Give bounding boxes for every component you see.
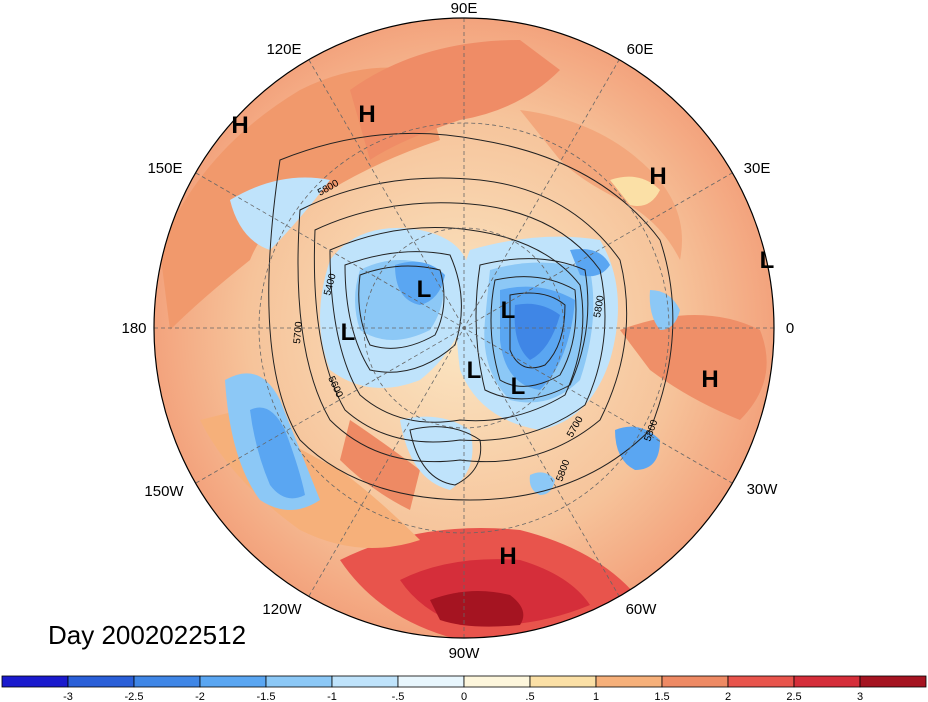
colorbar-box <box>1 675 69 688</box>
colorbar-box <box>727 675 795 688</box>
colorbar-tick-label: -.5 <box>392 691 405 702</box>
high-south-america: H <box>499 543 516 570</box>
colorbar-tick-label: 1 <box>593 691 599 702</box>
graticule <box>154 18 774 638</box>
colorbar-box <box>463 675 531 688</box>
anomaly-field <box>154 18 774 638</box>
colorbar-box <box>199 675 267 688</box>
low-canada: L <box>467 357 482 384</box>
colorbar-box <box>595 675 663 688</box>
colorbar-box <box>859 675 927 688</box>
lon-label-90e: 90E <box>451 0 478 17</box>
pressure-centers: H H H L H H L L L L L <box>231 101 774 570</box>
colorbar-box <box>397 675 465 688</box>
lon-label-30w: 30W <box>747 481 779 498</box>
colorbar-boxes <box>1 675 927 688</box>
colorbar-tick-label: .5 <box>525 691 534 702</box>
colorbar-box <box>661 675 729 688</box>
colorbar-box <box>133 675 201 688</box>
colorbar-tick-label: -1.5 <box>257 691 276 702</box>
contour-label: 5800 <box>592 294 607 318</box>
colorbar-tick-label: -2 <box>195 691 205 702</box>
colorbar-tick-label: 2.5 <box>786 691 801 702</box>
low-arctic-1: L <box>417 276 432 303</box>
colorbar-box <box>529 675 597 688</box>
colorbar-ticks: -3 -2.5 -2 -1.5 -1 -.5 0 .5 1 1.5 2 2.5 3 <box>63 691 863 702</box>
colorbar-tick-label: 1.5 <box>654 691 669 702</box>
lon-label-60w: 60W <box>626 601 658 618</box>
colorbar-tick-label: -3 <box>63 691 73 702</box>
map-boundary <box>153 17 775 639</box>
high-middle-east: H <box>649 163 666 190</box>
colorbar-box <box>67 675 135 688</box>
lon-label-60e: 60E <box>627 41 654 58</box>
lon-label-180: 180 <box>121 320 146 337</box>
lon-label-90w: 90W <box>449 645 481 662</box>
lon-label-120e: 120E <box>266 41 301 58</box>
height-contours <box>268 132 674 501</box>
colorbar-box <box>265 675 333 688</box>
lon-label-120w: 120W <box>262 601 302 618</box>
colorbar-box <box>793 675 861 688</box>
lon-label-0: 0 <box>786 320 794 337</box>
low-arctic-2: L <box>501 297 516 324</box>
low-hudson: L <box>511 373 526 400</box>
lon-label-150w: 150W <box>144 483 184 500</box>
low-north-pacific: L <box>341 319 356 346</box>
high-south-africa: H <box>701 366 718 393</box>
longitude-labels: 90E 60E 30E 0 30W 60W 90W 120W 150W 180 … <box>121 0 794 662</box>
colorbar-tick-label: -2.5 <box>125 691 144 702</box>
colorbar-tick-label: 3 <box>857 691 863 702</box>
colorbar-tick-label: 0 <box>461 691 467 702</box>
colorbar-tick-label: -1 <box>327 691 337 702</box>
contour-label: 5700 <box>292 321 305 345</box>
colorbar: -3 -2.5 -2 -1.5 -1 -.5 0 .5 1 1.5 2 2.5 3 <box>1 675 927 702</box>
lon-label-30e: 30E <box>744 160 771 177</box>
low-africa: L <box>760 247 775 274</box>
high-siberia: H <box>358 101 375 128</box>
colorbar-tick-label: 2 <box>725 691 731 702</box>
high-120e: H <box>231 112 248 139</box>
colorbar-box <box>331 675 399 688</box>
lon-label-150e: 150E <box>147 160 182 177</box>
map-title: Day 2002022512 <box>48 620 247 650</box>
